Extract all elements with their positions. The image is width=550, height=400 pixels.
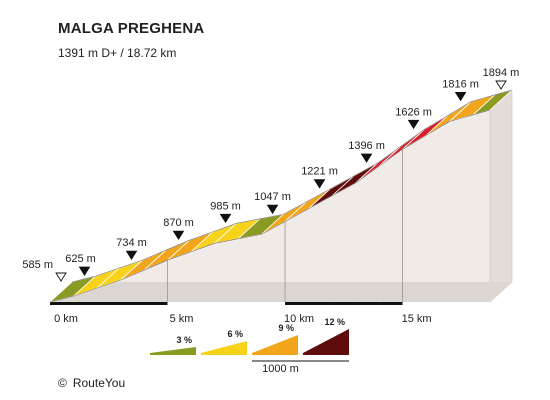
km-bar [144,302,168,305]
elevation-label: 1047 m [254,191,291,203]
legend-label: 12 % [324,317,345,327]
copyright-icon: © [58,376,67,390]
elevation-label: 1396 m [348,140,385,152]
elevation-marker [454,91,467,102]
elevation-label: 1626 m [395,106,432,118]
elevation-label: 1816 m [442,78,479,90]
km-bar [285,302,309,305]
km-bar [238,302,262,305]
elevation-marker [360,153,373,163]
x-tick-label: 15 km [402,313,432,325]
elevation-marker [266,204,279,215]
brand-name: RouteYou [72,376,126,390]
ribbon-back-edge [71,89,513,283]
elevation-markers: 585 m 625 m 734 m 870 m 985 m 1047 m 1221 m 139… [22,67,520,282]
elevation-label: 734 m [116,237,147,249]
legend-swatch [201,341,247,355]
km-bar [426,302,450,305]
scale-label: 1000 m [262,363,299,375]
climb-summary: 1391 m D+ / 18.72 km [58,46,177,60]
elevation-label: 1221 m [301,166,338,178]
km-bar [191,302,215,305]
elevation-marker [313,179,326,189]
km-bar [308,302,333,305]
legend-label: 6 % [227,329,243,339]
legend-swatch [303,329,349,355]
legend-label: 9 % [278,323,294,333]
gradient-legend: 3 % 6 % 9 % 12 % 1000 m [150,317,349,375]
x-axis: 0 km 5 km 10 km 15 km [54,149,432,325]
km-bar [167,302,192,305]
credit-line: © RouteYou [58,376,125,390]
legend-swatch [252,335,298,355]
x-tick-label: 5 km [170,313,194,325]
x-tick-label: 10 km [284,313,314,325]
km-bar [473,302,490,305]
elevation-marker [407,119,420,130]
profile-title: MALGA PREGHENA [58,20,205,37]
km-bar [355,302,380,305]
legend-label: 3 % [176,335,192,345]
endpoint-marker [495,80,507,90]
km-bar [402,302,427,305]
elevation-marker [219,213,232,224]
km-bar [332,302,356,305]
distance-bed [50,282,512,305]
elevation-label: 985 m [210,200,241,212]
elevation-label: 870 m [163,217,194,229]
x-tick-label: 0 km [54,313,78,325]
km-bar [449,302,474,305]
elevation-marker [172,230,185,241]
km-bar [379,302,403,305]
km-bar [214,302,239,305]
endpoint-marker [55,272,67,282]
km-bar [50,302,74,305]
km-bar [97,302,121,305]
elevation-label: 625 m [65,253,96,265]
elevation-label: 585 m [22,259,53,271]
profile-floor [50,282,512,302]
legend-swatch [150,347,196,355]
gradient-ribbon [49,89,513,303]
ribbon-front-edge [49,109,491,303]
km-bar [73,302,98,305]
km-bar [261,302,286,305]
km-bar [120,302,145,305]
elevation-label: 1894 m [483,67,520,79]
profile-end-wall [489,89,513,303]
elevation-marker [78,266,91,276]
elevation-marker [125,250,138,260]
